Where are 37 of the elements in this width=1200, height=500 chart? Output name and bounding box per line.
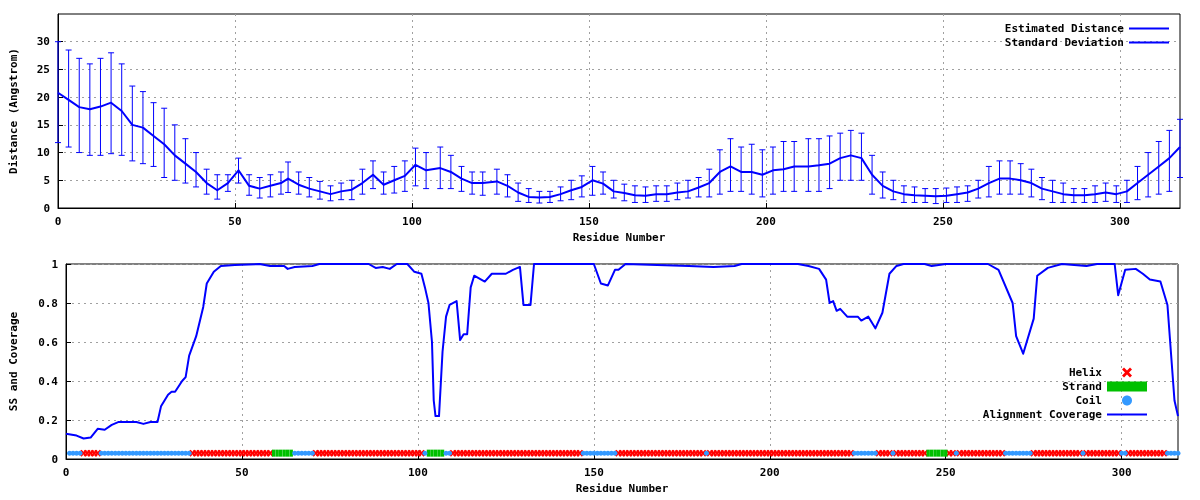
x-tick-label: 100 [407, 466, 428, 479]
y-tick-label: 30 [36, 35, 50, 49]
y-tick-label: 1 [51, 257, 59, 271]
x-tick-label: 50 [235, 466, 249, 479]
y-tick-label: 20 [36, 90, 50, 104]
x-tick-label: 300 [1111, 466, 1132, 479]
y-tick-label: 0 [51, 452, 58, 466]
x-tick-label: 100 [402, 215, 422, 228]
x-tick-label: 150 [583, 466, 604, 479]
legend-label: Strand [1062, 380, 1102, 393]
y-axis-title: Distance (Angstrom) [7, 48, 20, 174]
y-tick-label: 25 [36, 62, 50, 76]
x-axis-title: Residue Number [575, 481, 669, 495]
legend-label: Alignment Coverage [982, 408, 1103, 421]
y-tick-label: 10 [36, 146, 50, 160]
x-tick-label: 250 [935, 466, 956, 479]
annotation: Standard Deviation [1004, 36, 1124, 49]
x-tick-label: 0 [62, 466, 70, 479]
y-tick-label: 0.8 [38, 296, 58, 310]
x-tick-label: 200 [755, 215, 776, 228]
legend-label: Estimated Distance [1004, 22, 1125, 35]
y-tick-label: 0.4 [38, 374, 59, 388]
x-tick-label: 150 [578, 215, 599, 228]
x-tick-label: 300 [1109, 215, 1130, 228]
x-tick-label: 250 [932, 215, 953, 228]
x-axis-title: Residue Number [572, 230, 666, 244]
x-tick-label: 200 [759, 466, 780, 479]
y-tick-label: 5 [43, 173, 50, 187]
x-tick-label: 50 [228, 215, 242, 228]
y-tick-label: 15 [36, 118, 50, 132]
y-tick-label: 0.6 [38, 335, 59, 349]
line-series [65, 263, 1179, 440]
legend-label: Coil [1075, 394, 1102, 407]
y-tick-label: 0 [43, 201, 50, 215]
y-axis-title: SS and Coverage [7, 311, 20, 412]
legend-label: Helix [1068, 366, 1103, 379]
y-tick-label: 0.2 [38, 413, 58, 427]
